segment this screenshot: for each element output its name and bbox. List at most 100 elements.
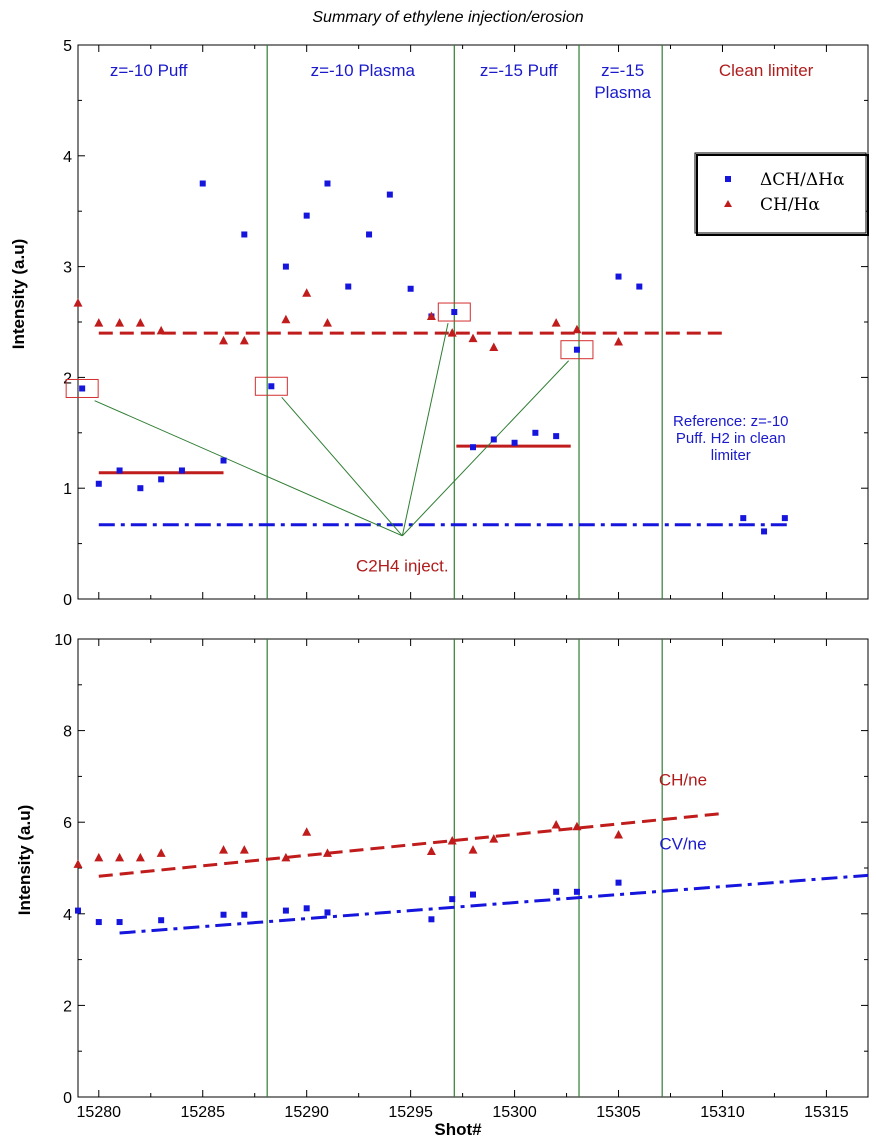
bottom-x-tick-label: 15285 — [180, 1104, 225, 1121]
top-point-triangle — [239, 335, 249, 345]
bottom-y-axis-label: Intensity (a.u) — [15, 805, 34, 916]
top-point-square — [470, 444, 476, 451]
top-point-triangle — [115, 318, 125, 327]
bottom-point-square — [470, 891, 476, 898]
legend: ΔCH/ΔHα CH/Hα — [694, 152, 869, 236]
bottom-x-tick-label: 15315 — [804, 1104, 849, 1121]
bottom-x-tick-label: 15295 — [388, 1104, 433, 1121]
top-point-square — [366, 231, 373, 238]
top-point-square — [532, 429, 539, 436]
top-point-square — [79, 385, 86, 392]
top-point-square — [116, 467, 123, 474]
bottom-plot-frame — [77, 638, 869, 1098]
top-point-square — [451, 309, 458, 316]
bottom-series-label: CV/ne — [659, 835, 706, 854]
bottom-point-square — [241, 911, 248, 918]
top-point-square — [158, 476, 165, 483]
top-panel: 0 1 2 3 4 5 z=-10 Puff z=-10 Plasma z=-15 Puff z=… — [63, 38, 869, 609]
bottom-series-label: CH/ne — [659, 771, 707, 790]
bottom-point-square — [449, 896, 456, 903]
bottom-point-square — [75, 907, 81, 914]
top-region-label-line: z=-10 Plasma — [311, 61, 416, 80]
legend-label-ch-halpha: CH/Hα — [760, 195, 820, 215]
top-point-square — [573, 346, 580, 353]
bottom-point-square — [615, 879, 622, 886]
bottom-point-square — [428, 916, 435, 923]
top-reference-note-line: Puff. H2 in clean — [676, 430, 786, 447]
top-region-label-line: z=-15 — [601, 61, 644, 80]
top-region-label-line: z=-15 Puff — [480, 61, 558, 80]
top-reference-note: Reference: z=-10 Puff. H2 in clean limiter — [673, 413, 788, 464]
bottom-point-square — [158, 917, 165, 924]
top-injection-pointer-line — [281, 397, 403, 537]
top-point-square — [740, 515, 747, 522]
bottom-point-triangle — [302, 827, 312, 836]
bottom-x-tick-label: 15310 — [700, 1104, 745, 1121]
top-point-square — [615, 273, 622, 280]
top-point-square — [199, 180, 206, 187]
bottom-point-square — [573, 888, 580, 895]
top-point-triangle — [572, 324, 582, 334]
top-point-square — [282, 263, 289, 270]
bottom-x-tick-label: 15280 — [77, 1104, 122, 1121]
bottom-point-triangle — [447, 835, 457, 845]
bottom-fit-line-dashdot — [119, 873, 869, 935]
legend-label-delta-ch: ΔCH/ΔHα — [760, 170, 845, 190]
top-y-tick-label: 4 — [63, 149, 72, 166]
top-injection-pointer-line — [401, 360, 569, 537]
top-region-label: z=-15 Puff — [480, 61, 558, 80]
bottom-point-triangle — [614, 830, 624, 839]
legend-box — [694, 152, 867, 234]
bottom-y-tick-label: 4 — [63, 907, 72, 924]
bottom-x-tick-label: 15290 — [284, 1104, 329, 1121]
bottom-point-triangle — [135, 852, 145, 862]
top-point-square — [303, 212, 310, 219]
top-point-square — [386, 191, 393, 198]
top-point-square — [220, 457, 227, 464]
bottom-panel: 15280 15285 15290 15295 15300 15305 15310 15315… — [54, 632, 869, 1121]
bottom-y-tick-label: 0 — [63, 1090, 72, 1107]
top-point-square — [511, 439, 518, 446]
top-region-label-line: z=-10 Puff — [110, 61, 188, 80]
top-point-square — [241, 231, 248, 238]
top-point-triangle — [73, 298, 83, 307]
top-point-triangle — [219, 335, 229, 345]
bottom-point-triangle — [73, 859, 83, 868]
top-point-square — [268, 383, 275, 390]
bottom-point-triangle — [239, 845, 249, 854]
bottom-point-triangle — [115, 852, 125, 862]
top-y-axis-label: Intensity (a.u) — [9, 239, 28, 350]
top-reference-note-line: limiter — [711, 447, 751, 464]
top-point-square — [95, 480, 102, 487]
top-point-square — [407, 285, 414, 292]
top-plot-frame — [77, 44, 869, 600]
top-point-square — [781, 515, 788, 522]
top-point-square — [553, 433, 560, 440]
bottom-point-triangle — [468, 845, 478, 854]
top-y-tick-label: 0 — [63, 592, 72, 609]
top-highlight-box — [65, 378, 99, 398]
top-point-square — [137, 485, 144, 492]
top-highlight-box — [254, 376, 288, 396]
bottom-y-tick-label: 10 — [54, 632, 72, 649]
top-point-triangle — [468, 333, 478, 343]
top-injection-label: C2H4 inject. — [356, 556, 449, 575]
bottom-point-triangle — [281, 852, 291, 862]
top-y-tick-label: 5 — [63, 38, 72, 55]
top-point-square — [324, 180, 331, 187]
top-point-triangle — [281, 314, 291, 324]
top-point-square — [178, 467, 185, 474]
bottom-point-triangle — [572, 821, 582, 831]
top-point-triangle — [447, 328, 457, 337]
bottom-y-tick-label: 8 — [63, 724, 72, 741]
x-axis-label: Shot# — [434, 1120, 482, 1139]
top-point-triangle — [614, 336, 624, 346]
bottom-point-triangle — [94, 852, 104, 862]
top-region-label-line: Plasma — [594, 83, 651, 102]
bottom-point-square — [303, 905, 310, 912]
bottom-y-tick-label: 6 — [63, 815, 72, 832]
top-region-label-line: Clean limiter — [719, 61, 814, 80]
top-region-label: Clean limiter — [719, 61, 814, 80]
top-highlight-box — [560, 340, 594, 360]
